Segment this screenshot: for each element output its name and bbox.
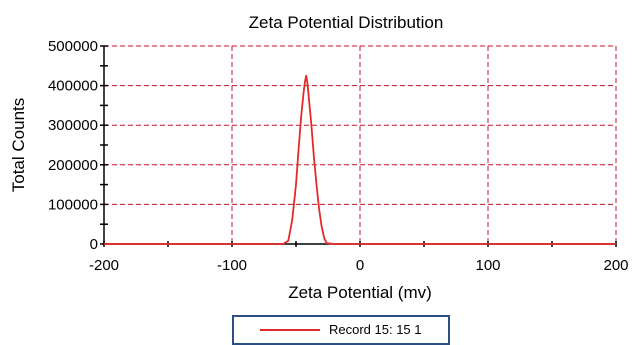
series-layer — [104, 74, 616, 245]
y-tick-label: 0 — [90, 236, 98, 253]
x-tick-labels: -200 -100 0 100 200 — [89, 257, 629, 274]
y-tick-label: 500000 — [48, 38, 98, 55]
x-tick-label: 0 — [356, 257, 364, 274]
y-tick-label: 400000 — [48, 78, 98, 95]
y-axis-label: Total Counts — [9, 98, 28, 193]
y-tick-label: 200000 — [48, 157, 98, 174]
series-line — [104, 74, 616, 245]
grid-lines — [104, 45, 617, 244]
y-tick-label: 300000 — [48, 117, 98, 134]
x-tick-label: 200 — [603, 257, 628, 274]
x-tick-label: 100 — [475, 257, 500, 274]
legend: Record 15: 15 1 — [232, 315, 450, 345]
legend-swatch — [260, 329, 320, 331]
axes — [100, 45, 617, 247]
x-tick-label: -200 — [89, 257, 119, 274]
zeta-chart: Zeta Potential Distribution 010000020000… — [9, 13, 629, 302]
y-tick-label: 100000 — [48, 196, 98, 213]
x-axis-label: Zeta Potential (mv) — [288, 283, 432, 302]
y-tick-labels: 0 100000 200000 300000 400000 500000 — [48, 38, 98, 253]
x-tick-label: -100 — [217, 257, 247, 274]
legend-label: Record 15: 15 1 — [329, 322, 422, 337]
chart-title: Zeta Potential Distribution — [249, 13, 444, 32]
